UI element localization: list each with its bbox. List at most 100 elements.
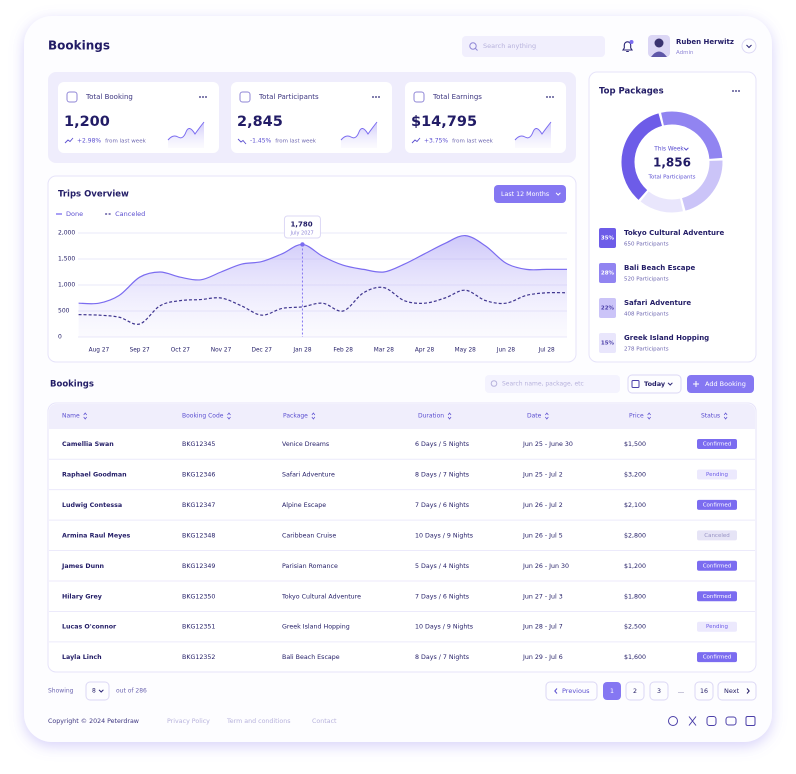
x-icon[interactable] bbox=[688, 716, 697, 726]
table-cell: Jun 26 - Jun 30 bbox=[522, 563, 569, 570]
more-menu[interactable] bbox=[738, 90, 740, 92]
table-cell: 10 Days / 9 Nights bbox=[415, 532, 473, 539]
x-tick-label: Dec 27 bbox=[252, 348, 273, 354]
donut-total-label: Total Participants bbox=[648, 175, 696, 181]
column-header[interactable]: Booking Code bbox=[182, 413, 224, 420]
stat-change: -1.45% bbox=[250, 138, 272, 145]
table-cell: 7 Days / 6 Nights bbox=[415, 593, 469, 600]
x-tick-label: Mar 28 bbox=[374, 348, 394, 354]
footer-link[interactable]: Term and conditions bbox=[226, 718, 291, 725]
filter-label[interactable]: Last 12 Months bbox=[501, 191, 549, 198]
next-label[interactable]: Next bbox=[724, 687, 740, 695]
search-placeholder[interactable]: Search anything bbox=[483, 42, 536, 50]
package-name: Bali Beach Escape bbox=[624, 264, 696, 272]
user-menu-button[interactable] bbox=[741, 38, 757, 54]
package-participants: 278 Participants bbox=[624, 347, 669, 353]
column-header[interactable]: Status bbox=[701, 413, 720, 420]
page-number[interactable]: 3 bbox=[657, 688, 661, 695]
bell-icon[interactable] bbox=[621, 41, 634, 53]
area bbox=[78, 235, 567, 337]
page-number: ... bbox=[678, 688, 684, 695]
more-menu[interactable] bbox=[372, 96, 374, 98]
x-tick-label: May 28 bbox=[455, 348, 477, 354]
next-button[interactable] bbox=[717, 681, 757, 701]
per-page-select[interactable] bbox=[85, 681, 110, 701]
table-cell: Jun 29 - Jul 6 bbox=[522, 654, 563, 661]
status-label: Pending bbox=[706, 624, 728, 630]
filter-button[interactable] bbox=[494, 185, 566, 203]
table-cell: Jun 26 - Jul 5 bbox=[522, 532, 563, 539]
donut-segment bbox=[661, 111, 723, 160]
footer-link[interactable]: Privacy Policy bbox=[167, 718, 210, 725]
table-cell: Caribbean Cruise bbox=[282, 532, 336, 539]
more-menu[interactable] bbox=[205, 96, 207, 98]
add-button-label[interactable]: Add Booking bbox=[705, 380, 746, 388]
calendar-icon bbox=[631, 380, 640, 388]
x-tick-label: Aug 27 bbox=[89, 348, 110, 354]
more-menu[interactable] bbox=[202, 96, 204, 98]
avatar bbox=[651, 51, 667, 57]
table-cell: BKG12347 bbox=[182, 502, 215, 509]
per-page-value[interactable]: 8 bbox=[92, 688, 96, 695]
package-name: Tokyo Cultural Adventure bbox=[624, 229, 724, 237]
linkedin-icon[interactable] bbox=[745, 716, 756, 726]
status-badge bbox=[697, 530, 737, 541]
chevron bbox=[98, 689, 104, 693]
legend-swatch bbox=[599, 333, 616, 353]
search-box[interactable] bbox=[485, 375, 620, 393]
more-menu[interactable] bbox=[199, 96, 201, 98]
legend-swatch bbox=[599, 228, 616, 248]
column-header[interactable]: Price bbox=[629, 413, 644, 420]
more-menu[interactable] bbox=[546, 96, 548, 98]
date-filter[interactable] bbox=[627, 374, 682, 394]
table-header-bg bbox=[49, 404, 755, 429]
more-menu[interactable] bbox=[732, 90, 734, 92]
stat-value: 1,200 bbox=[64, 114, 110, 130]
page-button[interactable] bbox=[694, 681, 714, 701]
page-button[interactable] bbox=[649, 681, 669, 701]
more-menu[interactable] bbox=[552, 96, 554, 98]
previous-button[interactable] bbox=[545, 681, 598, 701]
search-placeholder[interactable]: Search name, package, etc bbox=[502, 381, 584, 388]
table-cell: Tokyo Cultural Adventure bbox=[281, 593, 361, 600]
more-menu[interactable] bbox=[549, 96, 551, 98]
table-cell: $2,500 bbox=[624, 624, 646, 631]
table-cell: James Dunn bbox=[61, 563, 104, 570]
facebook-icon[interactable] bbox=[668, 716, 678, 726]
column-header[interactable]: Name bbox=[62, 413, 80, 420]
column-header[interactable]: Date bbox=[527, 413, 542, 420]
column-header[interactable]: Package bbox=[283, 413, 308, 420]
more-menu[interactable] bbox=[375, 96, 377, 98]
more-menu[interactable] bbox=[378, 96, 380, 98]
page-number[interactable]: 1 bbox=[610, 688, 614, 695]
page-button[interactable] bbox=[603, 682, 621, 700]
table-cell: Layla Linch bbox=[62, 654, 102, 661]
table-cell: Alpine Escape bbox=[282, 502, 326, 509]
social-icons bbox=[668, 716, 756, 726]
page-number[interactable]: 2 bbox=[633, 688, 637, 695]
value-label: 35% bbox=[601, 236, 615, 242]
status-label: Pending bbox=[706, 472, 728, 478]
avatar bbox=[654, 38, 664, 48]
more-menu[interactable] bbox=[735, 90, 737, 92]
table-cell: $2,800 bbox=[624, 532, 646, 539]
donut-period[interactable]: This Week bbox=[653, 147, 684, 153]
date-filter-label[interactable]: Today bbox=[644, 380, 666, 388]
youtube-icon[interactable] bbox=[725, 716, 737, 726]
page-number[interactable]: 16 bbox=[700, 688, 708, 695]
table-cell: 8 Days / 7 Nights bbox=[415, 471, 469, 478]
trend-icon bbox=[411, 137, 421, 144]
status-badge bbox=[697, 621, 737, 632]
previous-label[interactable]: Previous bbox=[562, 687, 590, 695]
footer-link[interactable]: Contact bbox=[312, 718, 337, 725]
page-button[interactable] bbox=[625, 681, 645, 701]
sparkline-area bbox=[168, 122, 204, 148]
section-title: Bookings bbox=[50, 380, 94, 390]
search-box[interactable] bbox=[462, 36, 605, 57]
instagram-icon[interactable] bbox=[706, 716, 717, 726]
trend-icon bbox=[64, 137, 74, 144]
sort-icon bbox=[227, 412, 231, 420]
column-header[interactable]: Duration bbox=[418, 413, 444, 420]
add-button[interactable] bbox=[687, 375, 754, 393]
